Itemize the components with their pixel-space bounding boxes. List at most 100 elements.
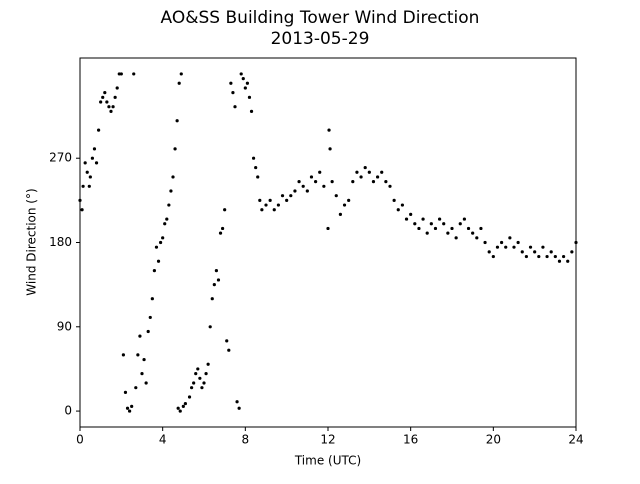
data-point (202, 381, 206, 385)
data-point (225, 339, 229, 343)
data-point (148, 315, 152, 320)
data-point (136, 353, 140, 357)
data-point (528, 245, 533, 249)
data-point (99, 100, 103, 104)
data-point (167, 203, 171, 207)
data-point (90, 156, 94, 160)
data-point (376, 175, 380, 179)
data-point (347, 198, 351, 202)
data-point (173, 147, 177, 151)
data-point (216, 278, 221, 282)
data-point (380, 170, 384, 174)
data-point (520, 250, 524, 254)
y-tick-label: 270 (49, 151, 72, 165)
data-point (466, 226, 471, 231)
data-point (163, 222, 167, 226)
data-point (87, 184, 91, 188)
data-point (392, 198, 396, 202)
data-point (150, 297, 154, 301)
data-point (396, 208, 400, 212)
data-point (425, 231, 429, 235)
data-point (409, 212, 413, 217)
data-point (128, 409, 132, 413)
data-point (88, 175, 92, 179)
data-point (109, 109, 113, 113)
data-point (524, 254, 529, 259)
data-point (351, 180, 355, 184)
y-axis-label: Wind Direction (°) (25, 188, 39, 295)
data-point (322, 184, 326, 188)
data-point (85, 170, 89, 174)
data-point (516, 240, 520, 245)
data-point (229, 81, 233, 85)
data-point (223, 208, 227, 212)
x-axis-label: Time (UTC) (294, 454, 361, 468)
y-tick-label: 180 (49, 235, 72, 249)
data-point (159, 240, 163, 245)
data-point (92, 147, 97, 151)
chart-title: AO&SS Building Tower Wind Direction (161, 8, 480, 28)
data-point (285, 198, 289, 202)
x-tick-label: 12 (320, 433, 335, 447)
data-point (243, 86, 247, 90)
data-point (258, 198, 262, 202)
data-point (134, 386, 138, 390)
data-point (206, 362, 210, 366)
data-point (314, 180, 318, 184)
data-point (138, 334, 142, 338)
data-point (334, 194, 338, 198)
data-point (328, 147, 332, 151)
data-point (161, 236, 165, 240)
data-point (183, 401, 187, 406)
data-point (171, 175, 175, 179)
data-point (512, 245, 516, 249)
data-point (475, 236, 479, 240)
data-point (566, 259, 570, 263)
data-point (194, 372, 198, 376)
data-point (421, 217, 425, 221)
data-point (327, 128, 331, 132)
data-point (495, 245, 500, 249)
data-point (252, 156, 256, 160)
data-point (214, 268, 218, 273)
data-point (289, 194, 293, 198)
data-point (400, 203, 404, 207)
data-point (125, 406, 130, 410)
data-point (146, 329, 150, 334)
data-point (462, 217, 466, 221)
data-point (491, 254, 495, 259)
data-point (176, 406, 180, 410)
data-point (293, 189, 297, 193)
data-point (105, 100, 109, 104)
data-point (483, 240, 487, 245)
data-point (508, 236, 512, 240)
x-tick-label: 8 (242, 433, 250, 447)
data-point (355, 170, 359, 174)
data-point (221, 226, 225, 231)
data-point (113, 95, 117, 99)
data-point (553, 254, 557, 259)
data-point (305, 189, 309, 193)
data-point (132, 72, 136, 76)
data-point (245, 81, 249, 85)
data-point (557, 259, 562, 263)
x-tick-label: 24 (568, 433, 583, 447)
data-point (103, 91, 107, 95)
data-point (433, 226, 438, 231)
data-point (119, 72, 123, 76)
data-point (254, 165, 258, 170)
data-point (330, 180, 334, 184)
data-point (363, 165, 367, 170)
data-point (429, 222, 433, 226)
data-point (94, 161, 99, 165)
data-point (78, 198, 82, 202)
data-point (404, 217, 409, 221)
data-point (371, 180, 376, 184)
data-point (500, 240, 504, 245)
data-point (442, 222, 446, 226)
data-point (140, 372, 144, 376)
data-point (212, 283, 216, 287)
data-point (562, 254, 566, 259)
data-point (152, 268, 156, 273)
